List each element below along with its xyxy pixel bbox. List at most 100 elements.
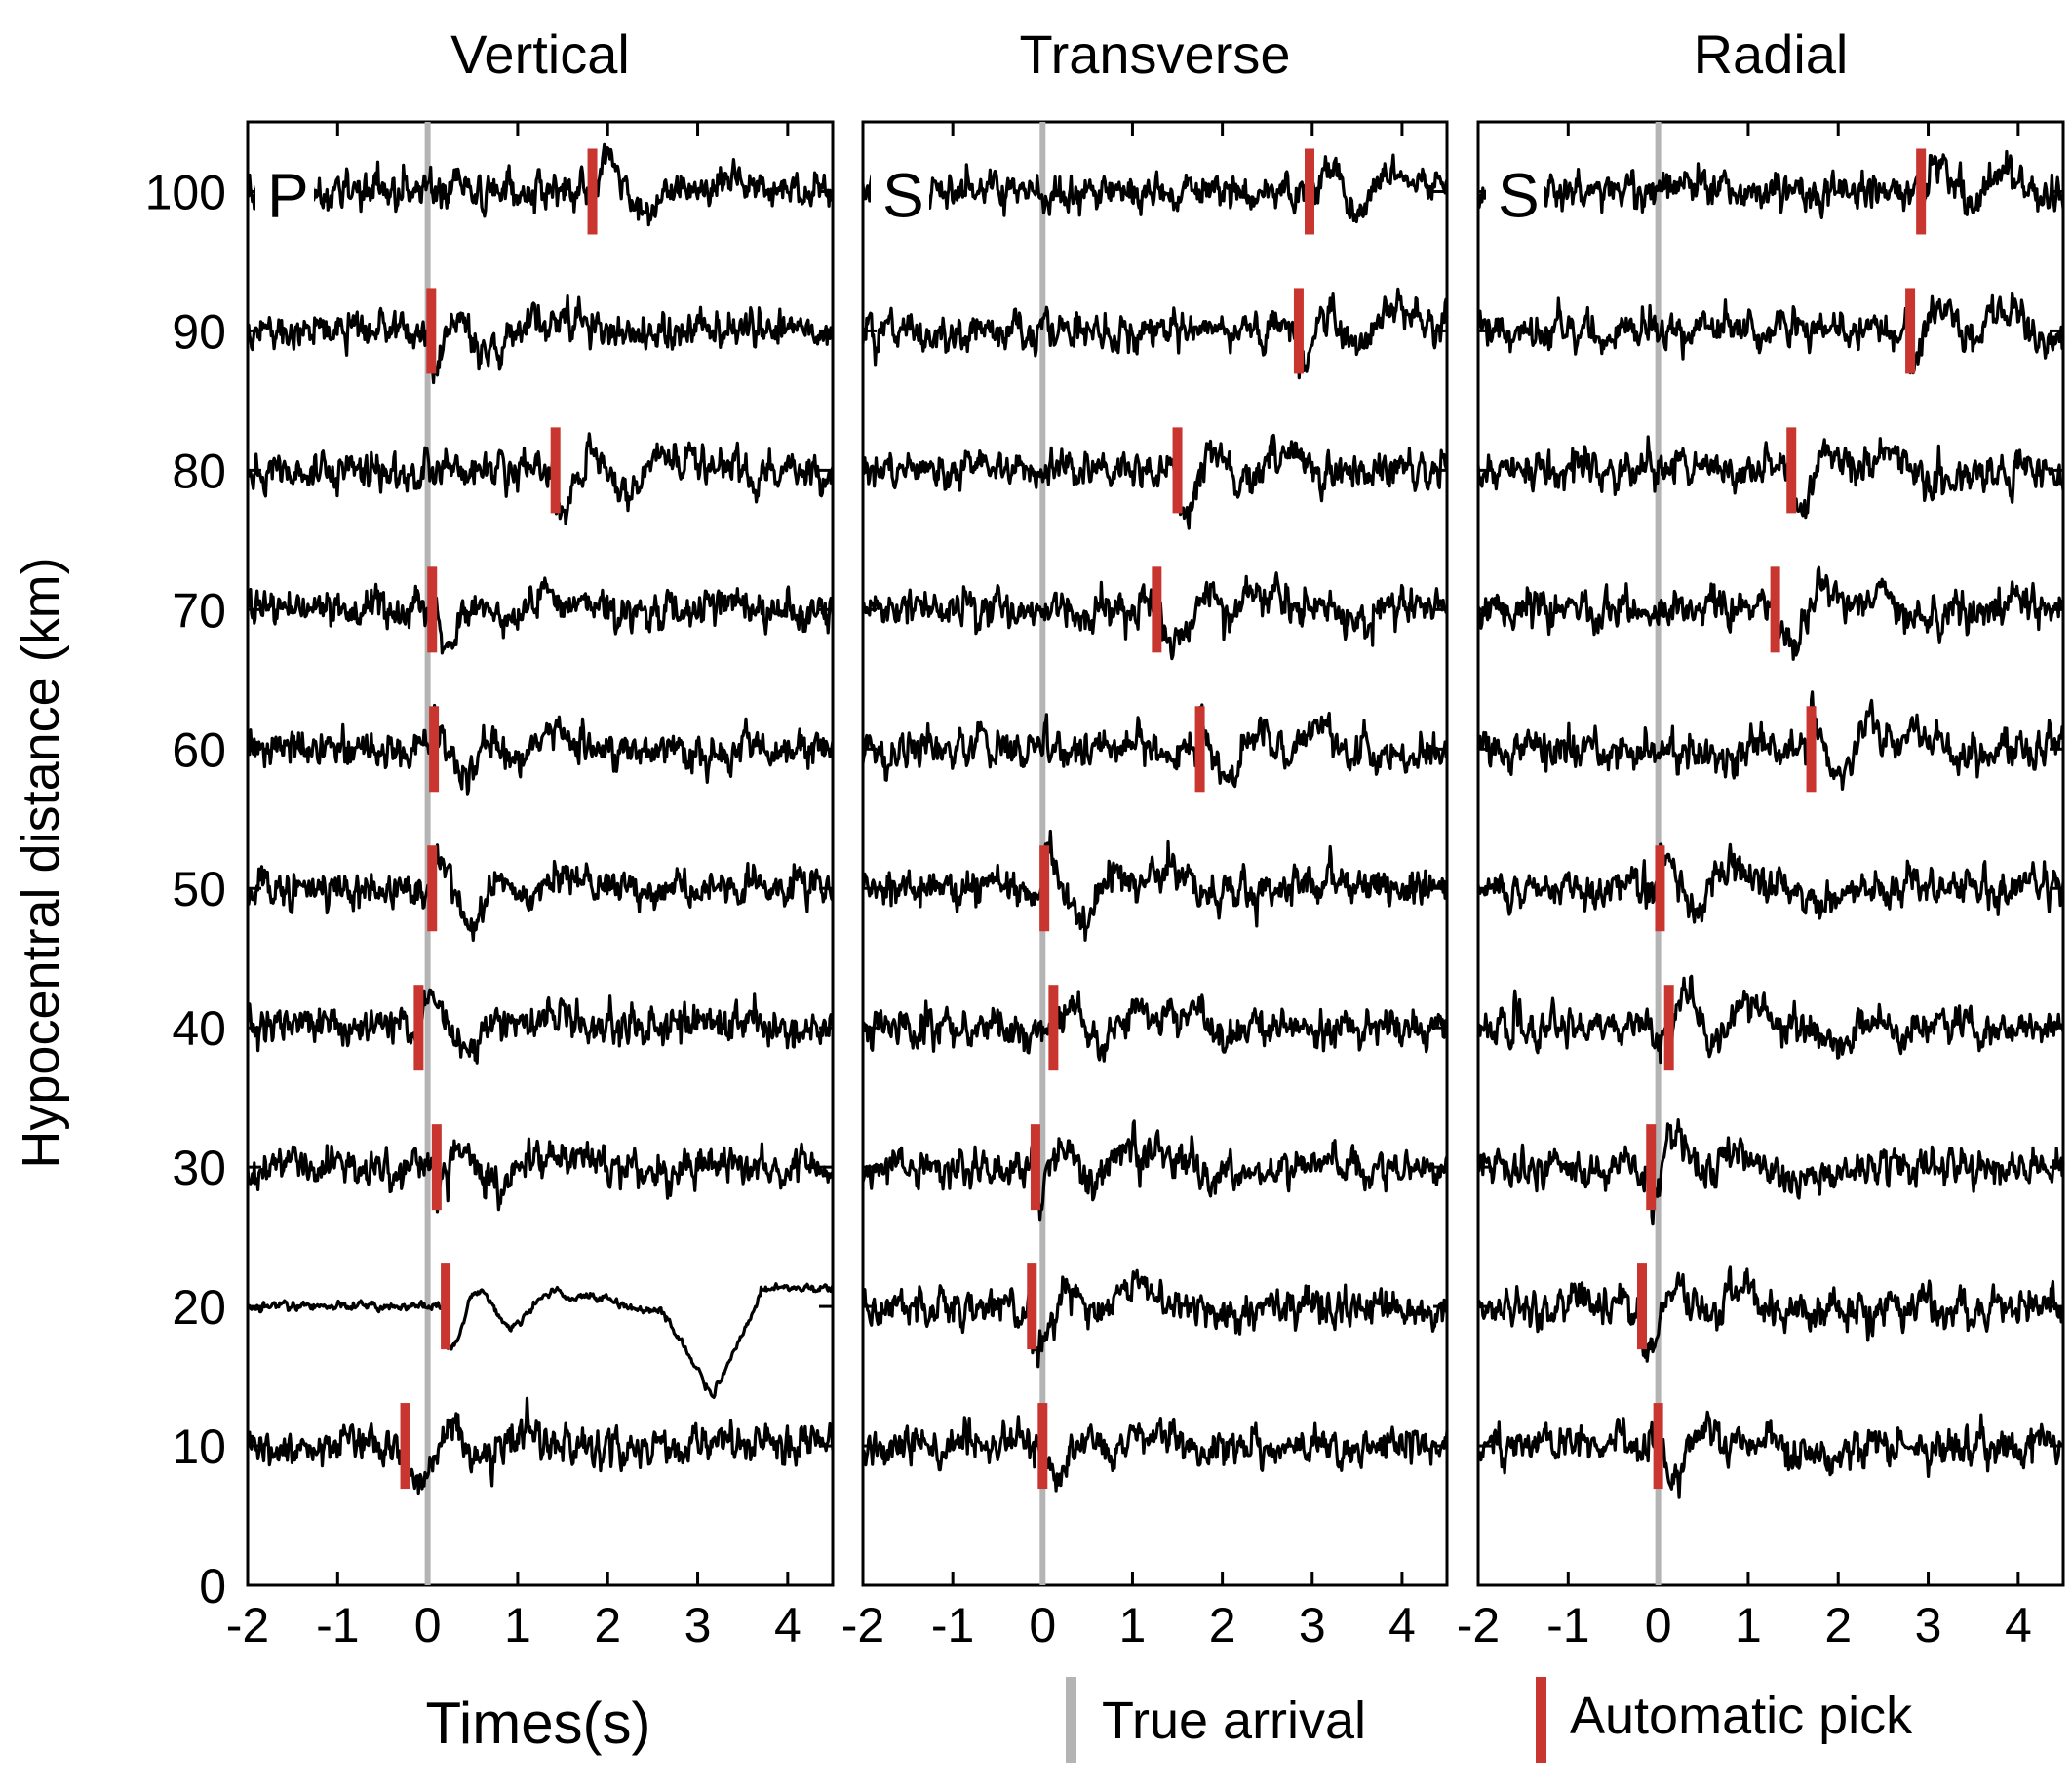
panel-title: Transverse (1019, 23, 1290, 85)
trace-10km (1476, 1410, 2064, 1499)
pick-marker-40km (1048, 985, 1059, 1071)
panel-frame (861, 120, 1449, 1587)
legend: True arrival Automatic pick (1066, 1677, 1913, 1763)
y-axis: Hypocentral distance (km) 0 10 20 30 40 50 60 7… (12, 165, 226, 1613)
phase-label: S (882, 160, 924, 230)
pick-marker-50km (427, 845, 438, 932)
trace-30km (1476, 1117, 2065, 1226)
pick-marker-20km (1027, 1263, 1037, 1350)
pick-marker-60km (1806, 706, 1817, 793)
x-tick-label: 1 (1119, 1598, 1147, 1652)
pick-marker-70km (1152, 566, 1162, 653)
x-tick-label: -1 (1546, 1598, 1589, 1652)
panel-frame (246, 120, 835, 1587)
trace-80km (1476, 435, 2065, 520)
x-axis-label: Times(s) (425, 1691, 650, 1756)
y-tick-label: 30 (172, 1141, 226, 1195)
trace-90km (1476, 292, 2065, 375)
trace-100km (246, 142, 835, 227)
x-tick-label: -2 (841, 1598, 884, 1652)
pick-marker-50km (1039, 845, 1050, 932)
x-tick-label: 0 (1029, 1598, 1056, 1652)
legend-true-arrival-swatch (1066, 1677, 1076, 1763)
pick-marker-20km (1637, 1263, 1647, 1350)
phase-label-background (255, 154, 314, 229)
panel-vertical: Vertical -2 -1 0 1 2 3 4 P (226, 23, 835, 1652)
pick-marker-100km (587, 148, 598, 235)
panel-title: Radial (1694, 23, 1849, 85)
legend-automatic-pick-label: Automatic pick (1570, 1687, 1913, 1745)
x-tick-label: 4 (1388, 1598, 1416, 1652)
x-tick-label: 2 (1824, 1598, 1852, 1652)
trace-90km (246, 294, 835, 385)
trace-20km (1476, 1265, 2065, 1363)
y-tick-label: 80 (172, 444, 226, 498)
pick-marker-30km (1646, 1124, 1657, 1211)
panel-transverse: Transverse -2 -1 0 1 2 3 4 S (841, 23, 1449, 1652)
x-tick-label: -1 (931, 1598, 974, 1652)
pick-marker-60km (429, 706, 440, 793)
y-tick-label: 10 (172, 1419, 226, 1474)
x-tick-label: 0 (414, 1598, 442, 1652)
y-tick-label: 40 (172, 1001, 226, 1056)
phase-label: P (267, 160, 309, 230)
x-tick-label: -2 (1457, 1598, 1500, 1652)
x-tick-label: 4 (2005, 1598, 2032, 1652)
pick-marker-80km (550, 427, 561, 514)
panel-title: Vertical (450, 23, 630, 85)
trace-40km (246, 988, 835, 1065)
x-tick-label: 0 (1645, 1598, 1672, 1652)
trace-70km (247, 576, 835, 655)
trace-80km (246, 432, 835, 526)
pick-marker-30km (1030, 1124, 1040, 1211)
trace-50km (861, 829, 1449, 942)
trace-100km (1476, 149, 2065, 219)
x-tick-label: 4 (774, 1598, 801, 1652)
pick-marker-40km (413, 985, 424, 1071)
pick-marker-80km (1172, 427, 1183, 514)
trace-90km (861, 287, 1449, 380)
pick-marker-90km (426, 288, 437, 374)
pick-marker-70km (1770, 566, 1780, 653)
y-tick-label: 70 (172, 583, 226, 638)
x-tick-label: 1 (504, 1598, 531, 1652)
y-tick-label: 60 (172, 722, 226, 777)
pick-marker-30km (431, 1124, 442, 1211)
pick-marker-40km (1663, 985, 1674, 1071)
pick-marker-80km (1786, 427, 1797, 514)
y-tick-label: 50 (172, 862, 226, 916)
y-axis-label: Hypocentral distance (km) (12, 557, 70, 1168)
trace-10km (246, 1396, 835, 1496)
x-tick-label: 3 (1915, 1598, 1942, 1652)
y-tick-label: 100 (145, 165, 226, 219)
pick-marker-100km (1305, 148, 1315, 235)
trace-10km (862, 1415, 1449, 1493)
trace-80km (861, 433, 1449, 530)
trace-60km (246, 703, 835, 796)
legend-automatic-pick-swatch (1536, 1677, 1546, 1763)
trace-50km (1476, 842, 2065, 924)
trace-20km (861, 1268, 1449, 1369)
trace-100km (861, 153, 1449, 224)
trace-60km (1476, 690, 2065, 792)
phase-label-background (871, 154, 929, 229)
phase-label: S (1498, 160, 1540, 230)
pick-marker-60km (1194, 706, 1205, 793)
pick-marker-100km (1916, 148, 1927, 235)
trace-30km (861, 1119, 1449, 1222)
x-tick-label: 3 (1299, 1598, 1326, 1652)
trace-60km (861, 703, 1449, 789)
y-tick-label: 90 (172, 304, 226, 359)
pick-marker-90km (1293, 288, 1304, 374)
y-tick-label: 20 (172, 1280, 226, 1335)
x-tick-label: -2 (226, 1598, 269, 1652)
panel-radial: Radial -2 -1 0 1 2 3 4 S (1457, 23, 2065, 1652)
x-tick-label: 3 (684, 1598, 712, 1652)
x-tick-label: -1 (316, 1598, 359, 1652)
pick-marker-70km (427, 566, 438, 653)
trace-50km (246, 843, 835, 943)
x-tick-label: 1 (1735, 1598, 1762, 1652)
x-tick-label: 2 (594, 1598, 621, 1652)
x-tick-label: 2 (1209, 1598, 1236, 1652)
